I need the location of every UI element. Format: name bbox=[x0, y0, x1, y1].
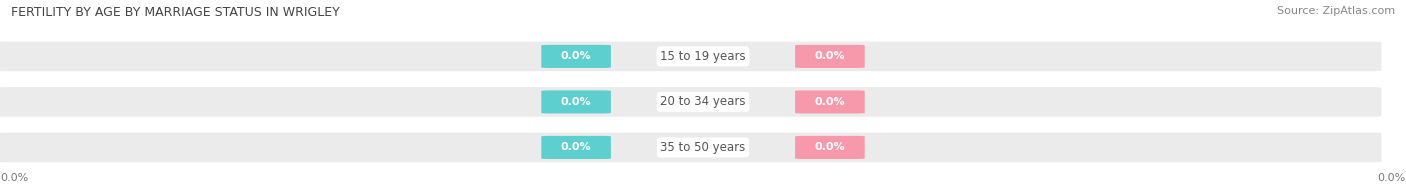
Text: 0.0%: 0.0% bbox=[814, 51, 845, 61]
FancyBboxPatch shape bbox=[541, 90, 610, 113]
Text: 0.0%: 0.0% bbox=[561, 142, 592, 152]
FancyBboxPatch shape bbox=[541, 45, 610, 68]
Text: Source: ZipAtlas.com: Source: ZipAtlas.com bbox=[1277, 6, 1395, 16]
Text: 35 to 50 years: 35 to 50 years bbox=[661, 141, 745, 154]
FancyBboxPatch shape bbox=[796, 45, 865, 68]
Text: FERTILITY BY AGE BY MARRIAGE STATUS IN WRIGLEY: FERTILITY BY AGE BY MARRIAGE STATUS IN W… bbox=[11, 6, 340, 19]
Text: 0.0%: 0.0% bbox=[1378, 173, 1406, 183]
FancyBboxPatch shape bbox=[796, 90, 865, 113]
FancyBboxPatch shape bbox=[0, 87, 1381, 117]
Text: 0.0%: 0.0% bbox=[561, 51, 592, 61]
Text: 0.0%: 0.0% bbox=[561, 97, 592, 107]
FancyBboxPatch shape bbox=[0, 42, 1381, 71]
Text: 0.0%: 0.0% bbox=[814, 97, 845, 107]
Text: 20 to 34 years: 20 to 34 years bbox=[661, 95, 745, 108]
Text: 0.0%: 0.0% bbox=[814, 142, 845, 152]
FancyBboxPatch shape bbox=[541, 136, 610, 159]
Text: 0.0%: 0.0% bbox=[0, 173, 28, 183]
FancyBboxPatch shape bbox=[796, 136, 865, 159]
FancyBboxPatch shape bbox=[0, 133, 1381, 162]
Text: 15 to 19 years: 15 to 19 years bbox=[661, 50, 745, 63]
